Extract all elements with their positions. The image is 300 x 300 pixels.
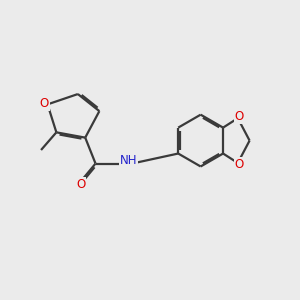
Text: NH: NH [120, 154, 137, 167]
Text: O: O [235, 158, 244, 171]
Text: O: O [76, 178, 85, 191]
Text: O: O [39, 97, 49, 110]
Text: O: O [235, 110, 244, 123]
